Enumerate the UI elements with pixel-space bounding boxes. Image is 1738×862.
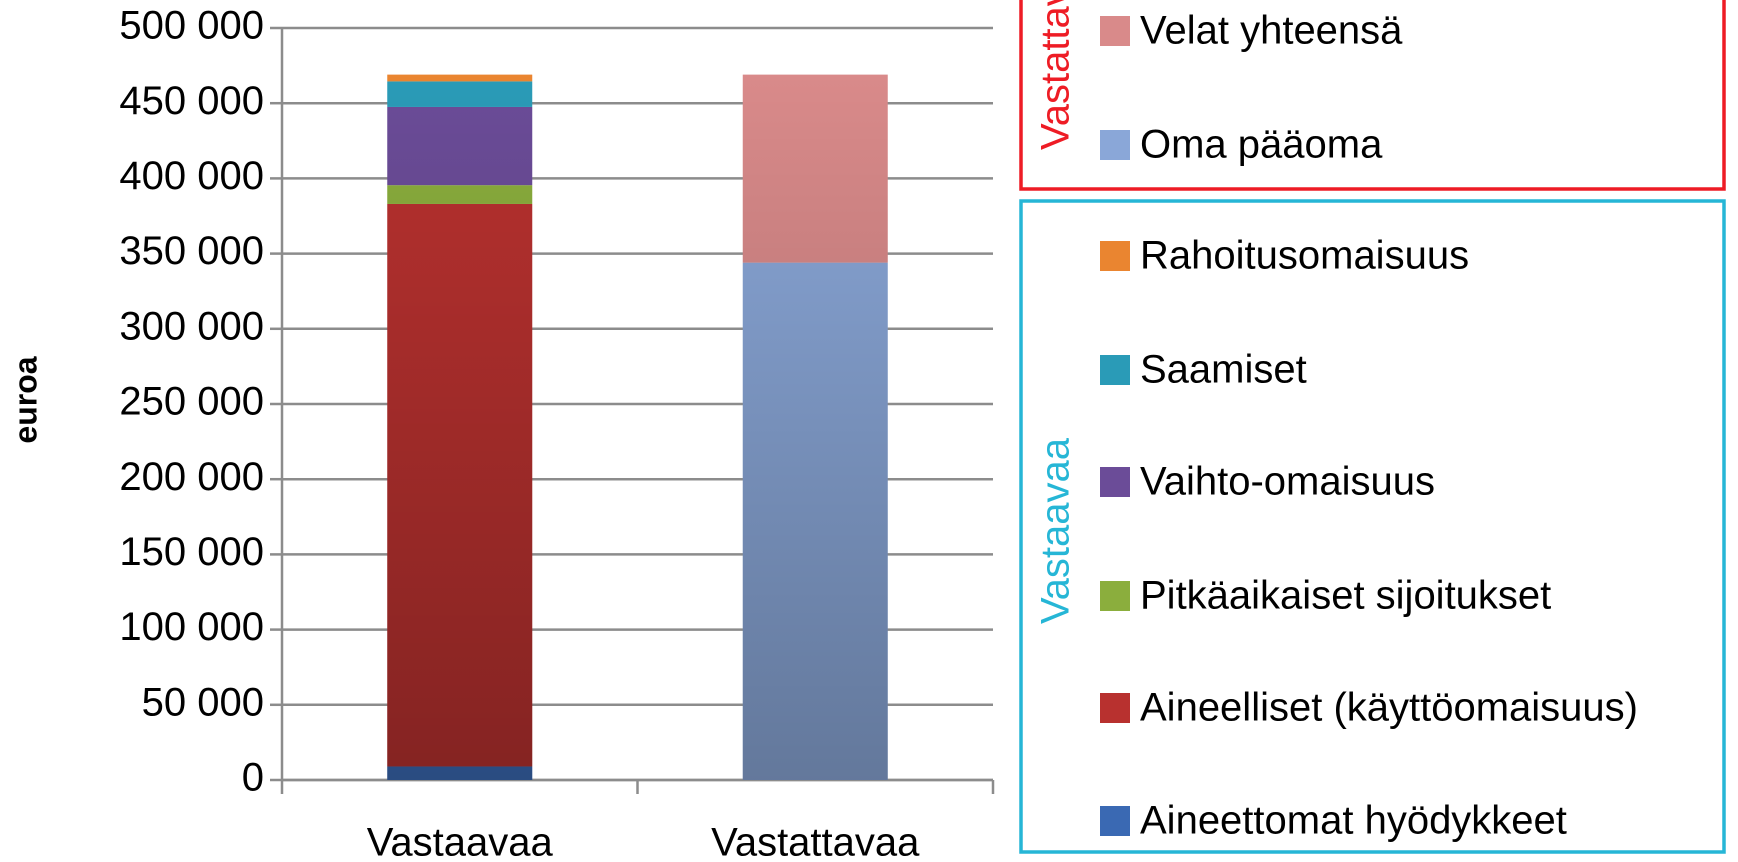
legend-label: Vaihto-omaisuus xyxy=(1140,460,1435,504)
legend-swatch xyxy=(1100,693,1130,723)
legend-swatch xyxy=(1100,581,1130,611)
legend-label: Oma pääoma xyxy=(1140,123,1383,167)
y-tick-label: 450 000 xyxy=(119,79,264,123)
legend-group-box xyxy=(1019,199,1726,854)
y-tick-label: 400 000 xyxy=(119,154,264,198)
y-tick-label: 250 000 xyxy=(119,380,264,424)
legend-group-label: Vastattavaa xyxy=(1034,0,1078,150)
legend-swatch xyxy=(1100,806,1130,836)
x-tick-label: Vastattavaa xyxy=(711,821,920,862)
legend-label: Saamiset xyxy=(1140,348,1307,392)
y-tick-label: 50 000 xyxy=(142,680,264,724)
y-tick-label: 300 000 xyxy=(119,304,264,348)
y-tick-label: 500 000 xyxy=(119,4,264,48)
x-tick-label: Vastaavaa xyxy=(367,821,554,862)
y-tick-label: 100 000 xyxy=(119,605,264,649)
legend-label: Velat yhteensä xyxy=(1140,9,1403,53)
legend-swatch xyxy=(1100,130,1130,160)
legend-group-label: Vastaavaa xyxy=(1034,437,1078,624)
bar-shade xyxy=(387,74,533,780)
y-tick-label: 200 000 xyxy=(119,455,264,499)
legend-label: Aineettomat hyödykkeet xyxy=(1140,799,1567,843)
legend-swatch xyxy=(1100,241,1130,271)
legend-swatch xyxy=(1100,467,1130,497)
y-tick-label: 0 xyxy=(242,756,264,800)
y-tick-label: 350 000 xyxy=(119,229,264,273)
legend-label: Aineelliset (käyttöomaisuus) xyxy=(1140,686,1638,730)
legend-label: Pitkäaikaiset sijoitukset xyxy=(1140,574,1551,618)
legend-swatch xyxy=(1100,355,1130,385)
legend-group-box xyxy=(1019,0,1726,191)
legend-swatch xyxy=(1100,16,1130,46)
y-tick-label: 150 000 xyxy=(119,530,264,574)
legend-label: Rahoitusomaisuus xyxy=(1140,234,1469,278)
y-axis-label: euroa xyxy=(7,356,43,443)
bar-shade xyxy=(742,74,888,780)
